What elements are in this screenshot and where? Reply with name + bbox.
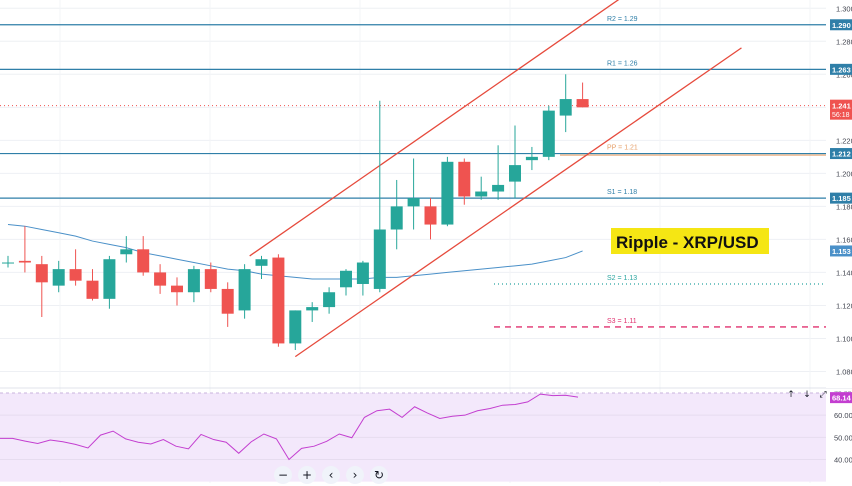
candle-up: [509, 165, 521, 182]
candle-down: [18, 260, 31, 263]
price-tick-label: 1.300: [836, 4, 852, 13]
candle-up: [120, 249, 133, 255]
candle-down: [576, 99, 589, 108]
candle-up: [525, 156, 538, 161]
candle-down: [154, 272, 167, 286]
candle-up: [492, 184, 505, 192]
level-price-tag: [830, 192, 852, 204]
candle-down: [221, 288, 234, 314]
level-price-tag: [830, 148, 852, 160]
pane-up-button[interactable]: ↑: [787, 390, 795, 400]
candle-up: [103, 259, 116, 299]
candle-down: [171, 285, 183, 293]
chart-toolbar: − + ‹ › ↻: [274, 464, 388, 486]
ma-price-tag-text: 1.153: [832, 247, 851, 256]
level-price-tag-text: 1.263: [832, 65, 851, 74]
level-label-s2: S2 = 1.13: [607, 275, 637, 282]
candle-down: [204, 269, 217, 289]
level-label-r2: R2 = 1.29: [607, 16, 638, 23]
candle-up: [306, 307, 319, 311]
price-tick-label: 1.120: [836, 301, 852, 310]
candle-down: [137, 249, 150, 273]
level-label-s3: S3 = 1.11: [607, 318, 637, 325]
candle-up: [407, 198, 420, 207]
candle-up: [52, 269, 65, 286]
price-tick-label: 1.220: [836, 136, 852, 145]
moving-average: [7, 224, 583, 280]
candle-up: [475, 191, 488, 197]
candle-down: [69, 269, 82, 281]
price-tick-label: 1.140: [836, 268, 852, 277]
candle-up: [340, 270, 352, 288]
price-tick-label: 1.160: [836, 235, 852, 244]
zoom-out-button[interactable]: −: [274, 466, 292, 484]
level-price-tag-text: 1.185: [832, 194, 851, 203]
rsi-tick-label: 60.00: [834, 411, 852, 420]
level-price-tag: [830, 19, 852, 31]
rsi-axis-background: [826, 389, 852, 485]
annotation-box: [611, 228, 769, 254]
annotation-text: Ripple - XRP/USD: [616, 233, 759, 252]
candle-up: [323, 292, 336, 308]
ma-price-tag: [830, 245, 852, 257]
candle-up: [255, 259, 268, 266]
annotation: Ripple - XRP/USD: [611, 228, 769, 254]
price-tick-label: 1.180: [836, 202, 852, 211]
level-price-tag-text: 1.212: [832, 150, 851, 159]
rsi-line: [0, 393, 579, 461]
price-tick-label: 1.200: [836, 169, 852, 178]
candle-up: [390, 206, 403, 230]
current-price-tag: [830, 99, 852, 120]
scroll-left-button[interactable]: ‹: [322, 466, 340, 484]
scroll-right-button[interactable]: ›: [346, 466, 364, 484]
candle-up: [289, 310, 302, 344]
candle-down: [458, 161, 471, 197]
moving-average-line: [7, 224, 583, 280]
channel-lower-line: [294, 47, 742, 358]
candle-down: [35, 264, 48, 283]
price-tick-label: 1.080: [836, 367, 852, 376]
candle-up: [2, 262, 14, 264]
level-label-pp: PP = 1.21: [607, 145, 638, 152]
rsi-tick-label: 50.00: [834, 433, 852, 442]
pane-down-button[interactable]: ↓: [803, 390, 811, 400]
countdown-text: 56:18: [832, 112, 850, 119]
pivot-levels: R2 = 1.29 R1 = 1.26 PP = 1.21 S1 = 1.18 S2 =…: [0, 16, 826, 328]
reset-chart-button[interactable]: ↻: [370, 466, 388, 484]
rsi-value-text: 68.14: [832, 394, 852, 403]
candle-up: [187, 269, 200, 293]
candle-down: [86, 280, 99, 299]
candle-up: [559, 99, 572, 116]
candle-up: [356, 262, 369, 284]
candle-down: [424, 206, 437, 225]
rsi-tick-label: 40.00: [834, 455, 852, 464]
rsi-value-tag: [830, 392, 852, 404]
pane-restore-button[interactable]: ⤢: [819, 390, 827, 400]
candle-up: [542, 110, 555, 157]
channel-upper-line: [249, 0, 620, 257]
level-price-tag: [830, 63, 852, 75]
level-label-s1: S1 = 1.18: [607, 189, 637, 196]
price-axis[interactable]: 1.080 1.100 1.120 1.140 1.160 1.180 1.200 1.220…: [826, 0, 852, 388]
candle-up: [238, 269, 251, 311]
ascending-channel: [249, 0, 742, 358]
price-tick-label: 1.280: [836, 37, 852, 46]
level-label-r1: R1 = 1.26: [607, 60, 638, 67]
candle-up: [441, 161, 454, 225]
candle-up: [373, 229, 386, 289]
price-tick-label: 1.100: [836, 334, 852, 343]
zoom-in-button[interactable]: +: [298, 466, 316, 484]
pane-controls: ↑ ↓ ⤢: [785, 389, 829, 401]
candle-down: [272, 257, 285, 344]
candles: [2, 74, 589, 351]
level-price-tag-text: 1.290: [832, 21, 851, 30]
current-price-text: 1.241: [832, 102, 851, 111]
rsi-pane: [0, 392, 826, 482]
